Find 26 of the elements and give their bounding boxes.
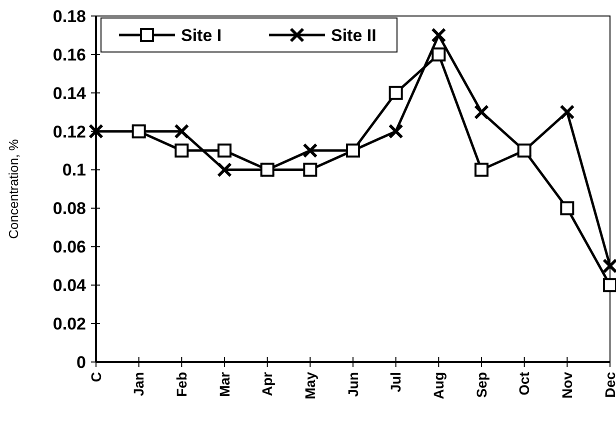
y-tick-label: 0.06 — [52, 238, 86, 257]
x-tick-label: C — [88, 372, 104, 382]
y-tick-label: 0.12 — [52, 122, 86, 142]
x-tick-label: Feb — [174, 372, 190, 397]
x-tick-label: Jan — [130, 372, 147, 396]
x-tick-label: Jul — [388, 372, 404, 392]
x-tick-label: Apr — [259, 371, 276, 396]
y-tick-label: 0.04 — [52, 276, 87, 296]
x-tick-label: Dec — [602, 372, 616, 398]
y-axis-title: Concentration, % — [6, 138, 21, 239]
x-tick-label: Nov — [559, 372, 576, 398]
y-tick-label: 0.1 — [62, 160, 86, 180]
x-tick-label: May — [302, 372, 318, 400]
y-tick-label: 0.02 — [52, 314, 86, 334]
x-tick-label: Oct — [516, 372, 532, 396]
x-tick-label: Mar — [216, 371, 232, 397]
y-tick-label: 0 — [76, 352, 86, 372]
y-tick-label: 0.18 — [52, 6, 86, 26]
y-tick-label: 0.16 — [52, 45, 86, 64]
x-tick-label: Sep — [473, 372, 490, 398]
x-tick-label: Jun — [344, 372, 361, 397]
y-tick-label: 0.14 — [52, 84, 87, 103]
x-tick-label: Aug — [430, 372, 447, 400]
legend-label: Site I — [181, 26, 222, 45]
y-tick-label: 0.08 — [52, 199, 86, 218]
legend-label: Site II — [331, 26, 376, 45]
